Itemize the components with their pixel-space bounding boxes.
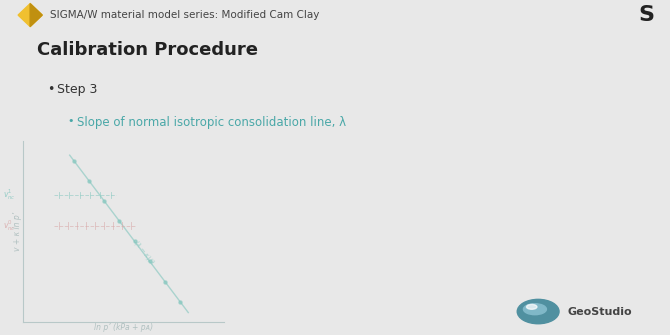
Ellipse shape xyxy=(527,305,537,309)
Text: Calibration Procedure: Calibration Procedure xyxy=(37,41,258,59)
Text: SIGMA/W material model series: Modified Cam Clay: SIGMA/W material model series: Modified … xyxy=(50,10,320,20)
Text: $(\lambda-\kappa)/\lambda$: $(\lambda-\kappa)/\lambda$ xyxy=(131,238,157,268)
Text: $v^0_{nc}$: $v^0_{nc}$ xyxy=(3,218,15,233)
Text: $v^1_{nc}$: $v^1_{nc}$ xyxy=(3,188,15,202)
Text: S: S xyxy=(639,5,655,25)
Ellipse shape xyxy=(523,304,547,315)
Y-axis label: v + κ ln p’: v + κ ln p’ xyxy=(13,212,22,251)
Polygon shape xyxy=(18,4,42,26)
Text: •: • xyxy=(67,116,74,126)
Text: GeoStudio: GeoStudio xyxy=(567,308,632,318)
Text: Slope of normal isotropic consolidation line, λ: Slope of normal isotropic consolidation … xyxy=(77,116,346,129)
X-axis label: ln p’ (kPa + pᴀ): ln p’ (kPa + pᴀ) xyxy=(94,323,153,332)
Text: Step 3: Step 3 xyxy=(57,83,97,96)
Polygon shape xyxy=(30,4,42,26)
Ellipse shape xyxy=(517,299,559,324)
Text: •: • xyxy=(47,83,54,96)
